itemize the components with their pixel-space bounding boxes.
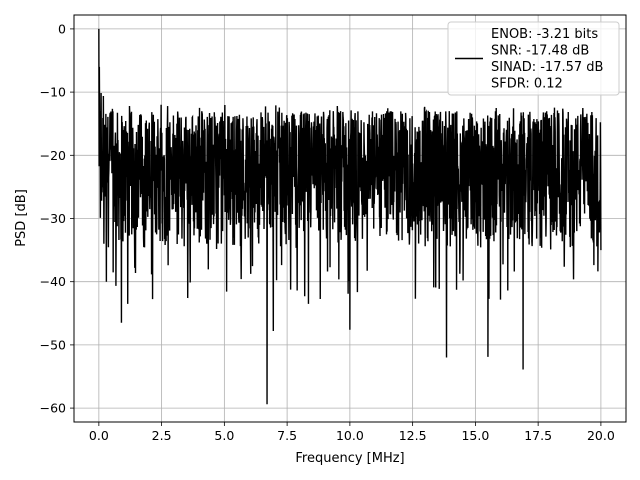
x-axis-ticks: 0.0 2.5 5.0 7.5 10.0 12.5 15.0 17.5 20.0 <box>89 422 615 443</box>
y-axis-ticks: 0 −10 −20 −30 −40 −50 −60 <box>40 21 74 416</box>
legend-box <box>447 21 620 96</box>
x-tick-label: 15.0 <box>461 428 489 443</box>
x-tick-label: 10.0 <box>336 428 364 443</box>
y-axis-label: PSD [dB] <box>14 189 29 247</box>
y-tick-label: −40 <box>40 274 66 289</box>
x-tick-label: 0.0 <box>89 428 109 443</box>
y-tick-label: −10 <box>40 85 66 100</box>
plot-area <box>98 28 602 405</box>
x-tick-label: 20.0 <box>587 428 615 443</box>
x-tick-label: 17.5 <box>524 428 552 443</box>
y-tick-label: −20 <box>40 148 66 163</box>
psd-series-line <box>98 28 602 405</box>
x-tick-label: 2.5 <box>152 428 172 443</box>
y-tick-label: −60 <box>40 401 66 416</box>
x-tick-label: 12.5 <box>399 428 427 443</box>
legend-entry-snr: SNR: -17.48 dB <box>491 44 589 59</box>
x-axis-label: Frequency [MHz] <box>295 451 404 466</box>
legend-entry-sfdr: SFDR: 0.12 <box>491 77 563 92</box>
legend-entry-sinad: SINAD: -17.57 dB <box>491 60 603 75</box>
y-tick-label: −30 <box>40 211 66 226</box>
y-tick-label: 0 <box>58 21 66 36</box>
x-tick-label: 5.0 <box>214 428 234 443</box>
legend: ENOB: -3.21 bits SNR: -17.48 dB SINAD: -… <box>447 21 620 96</box>
x-tick-label: 7.5 <box>277 428 297 443</box>
y-tick-label: −50 <box>40 337 66 352</box>
legend-entry-enob: ENOB: -3.21 bits <box>491 27 598 42</box>
